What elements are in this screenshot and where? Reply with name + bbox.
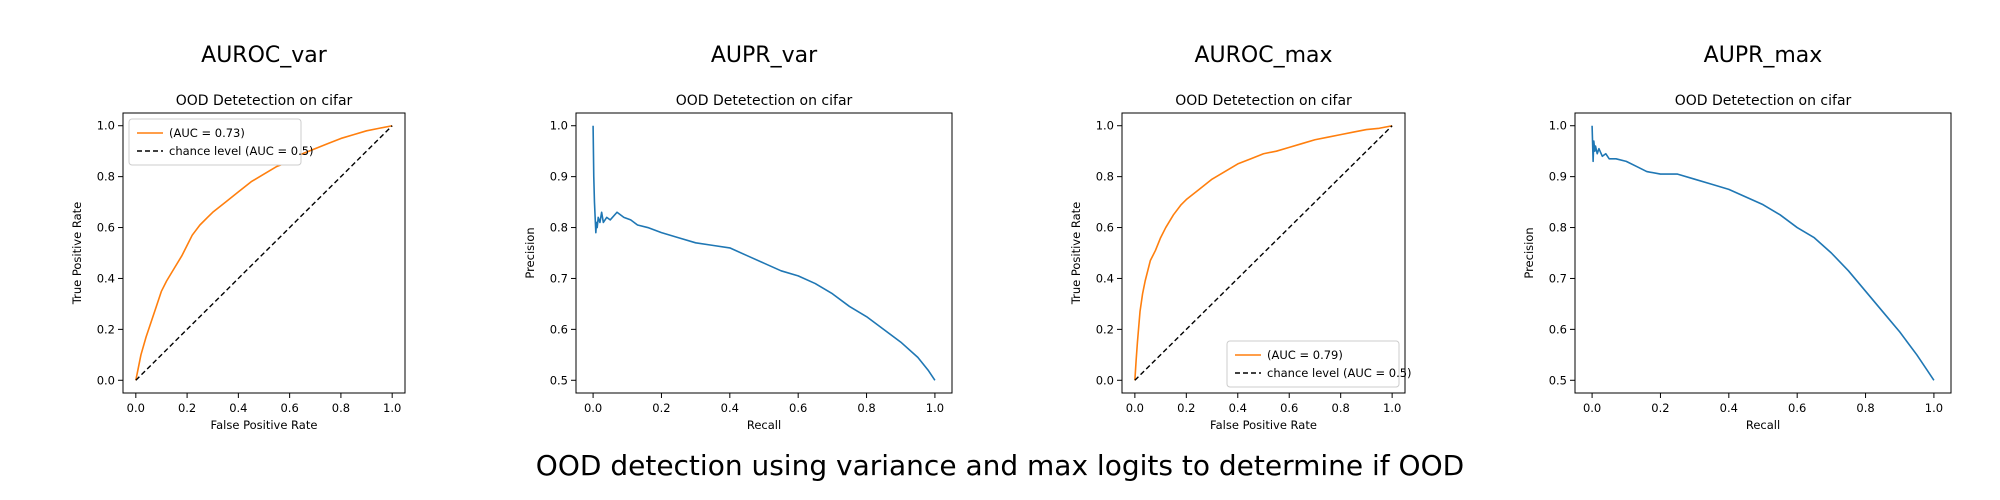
- x-axis-label: False Positive Rate: [1210, 418, 1317, 432]
- y-axis-label: Precision: [523, 227, 537, 278]
- legend-label-1: (AUC = 0.79): [1267, 348, 1343, 362]
- y-tick-label: 0.0: [97, 373, 115, 387]
- y-tick-label: 1.0: [97, 119, 115, 133]
- y-tick-label: 0.8: [1549, 221, 1567, 235]
- x-tick-label: 0.2: [1651, 401, 1669, 415]
- figure-suptitle: OOD detection using variance and max log…: [536, 449, 1464, 482]
- x-tick-label: 0.8: [1856, 401, 1874, 415]
- x-tick-label: 0.2: [652, 401, 670, 415]
- series-line-2: [135, 125, 393, 381]
- x-tick-label: 0.8: [1332, 401, 1350, 415]
- y-tick-label: 0.6: [550, 322, 568, 336]
- legend: (AUC = 0.79) chance level (AUC = 0.5): [1226, 340, 1412, 388]
- chart-title: OOD Detetection on cifar: [1675, 93, 1852, 109]
- legend-label-2: chance level (AUC = 0.5): [1267, 366, 1412, 380]
- y-axis-label: Precision: [1522, 227, 1536, 278]
- x-axis-label: Recall: [1746, 418, 1780, 432]
- chart-panel-4: AUPR_max OOD Detetection on cifar 0.0 0.2 0.…: [1522, 43, 1952, 432]
- x-tick-label: 0.4: [229, 401, 247, 415]
- x-axis-label: Recall: [747, 418, 781, 432]
- x-axis-label: False Positive Rate: [211, 418, 318, 432]
- x-tick-label: 0.4: [1229, 401, 1247, 415]
- x-tick-label: 0.4: [721, 401, 739, 415]
- y-tick-label: 0.0: [1096, 373, 1114, 387]
- axes-frame: [575, 112, 953, 394]
- y-tick-label: 0.5: [550, 373, 568, 387]
- x-tick-label: 0.0: [1126, 401, 1144, 415]
- axes-frame: [1121, 112, 1406, 394]
- series-line-1: [1591, 125, 1935, 381]
- chart-panel-2: AUPR_var OOD Detetection on cifar 0.0 0.2 0.…: [523, 43, 953, 432]
- x-tick-label: 0.6: [280, 401, 298, 415]
- y-tick-label: 0.6: [97, 221, 115, 235]
- chart-title: OOD Detetection on cifar: [1175, 93, 1352, 109]
- y-axis-label: True Positive Rate: [1069, 202, 1083, 305]
- y-tick-label: 0.6: [1549, 322, 1567, 336]
- column-title: AUPR_max: [1704, 43, 1823, 68]
- chart-panel-1: AUROC_var OOD Detetection on cifar 0.0 0.2 0…: [70, 43, 406, 432]
- y-tick-label: 0.8: [1096, 170, 1114, 184]
- chart-title: OOD Detetection on cifar: [176, 93, 353, 109]
- y-tick-label: 0.4: [1096, 271, 1114, 285]
- x-tick-label: 0.2: [1177, 401, 1195, 415]
- legend: (AUC = 0.73) chance level (AUC = 0.5): [128, 118, 314, 166]
- y-tick-label: 0.2: [97, 322, 115, 336]
- y-tick-label: 0.2: [1096, 322, 1114, 336]
- y-tick-label: 0.4: [97, 271, 115, 285]
- chart-title: OOD Detetection on cifar: [676, 93, 853, 109]
- x-tick-label: 1.0: [1383, 401, 1401, 415]
- column-title: AUPR_var: [711, 43, 818, 68]
- x-tick-label: 1.0: [926, 401, 944, 415]
- legend-box: [128, 118, 302, 166]
- y-tick-label: 0.8: [97, 170, 115, 184]
- x-tick-label: 0.6: [1788, 401, 1806, 415]
- y-axis-label: True Positive Rate: [70, 202, 84, 305]
- x-tick-label: 0.6: [789, 401, 807, 415]
- y-tick-label: 1.0: [1549, 119, 1567, 133]
- x-tick-label: 0.8: [857, 401, 875, 415]
- legend-box: [1226, 340, 1400, 388]
- y-tick-label: 0.7: [550, 271, 568, 285]
- series-line-1: [135, 124, 393, 381]
- chart-panel-3: AUROC_max OOD Detetection on cifar 0.0 0.2 0…: [1069, 43, 1412, 432]
- y-tick-label: 1.0: [550, 119, 568, 133]
- y-tick-label: 0.8: [550, 221, 568, 235]
- legend-label-1: (AUC = 0.73): [169, 126, 245, 140]
- panels: AUROC_var OOD Detetection on cifar 0.0 0.2 0…: [70, 43, 1952, 432]
- y-tick-label: 1.0: [1096, 119, 1114, 133]
- x-tick-label: 1.0: [383, 401, 401, 415]
- column-title: AUROC_max: [1194, 43, 1332, 68]
- x-tick-label: 0.0: [584, 401, 602, 415]
- x-tick-label: 0.0: [127, 401, 145, 415]
- y-tick-label: 0.7: [1549, 271, 1567, 285]
- series-line-1: [1134, 124, 1393, 381]
- y-tick-label: 0.9: [550, 170, 568, 184]
- x-tick-label: 0.6: [1280, 401, 1298, 415]
- x-tick-label: 1.0: [1925, 401, 1943, 415]
- x-tick-label: 0.0: [1583, 401, 1601, 415]
- y-tick-label: 0.9: [1549, 170, 1567, 184]
- y-tick-label: 0.6: [1096, 221, 1114, 235]
- series-line-2: [1134, 125, 1393, 381]
- x-tick-label: 0.8: [332, 401, 350, 415]
- y-tick-label: 0.5: [1549, 373, 1567, 387]
- axes-frame: [122, 112, 406, 394]
- x-tick-label: 0.4: [1720, 401, 1738, 415]
- series-line-1: [592, 125, 936, 381]
- x-tick-label: 0.2: [178, 401, 196, 415]
- axes-frame: [1574, 112, 1952, 394]
- legend-label-2: chance level (AUC = 0.5): [169, 144, 314, 158]
- column-title: AUROC_var: [201, 43, 328, 68]
